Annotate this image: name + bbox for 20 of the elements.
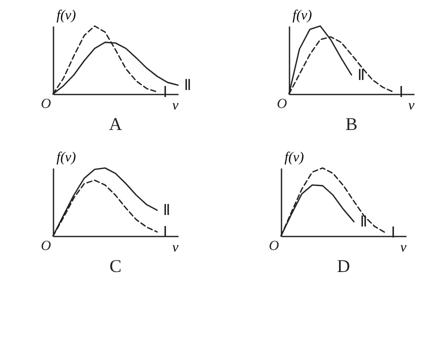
y-axis-title: f(v) xyxy=(56,150,76,166)
series-label: Ⅱ xyxy=(360,214,367,231)
text: O xyxy=(276,97,287,112)
y-axis-title: f(v) xyxy=(284,150,304,166)
y-axis-title: f(v) xyxy=(56,8,76,24)
text: D xyxy=(337,256,350,276)
text: A xyxy=(109,114,122,134)
text: B xyxy=(345,114,358,134)
y-axis-title: f(v) xyxy=(292,8,312,24)
x-axis-title: v xyxy=(408,98,416,114)
text: C xyxy=(109,256,122,276)
text: O xyxy=(40,97,51,112)
x-axis-title: v xyxy=(172,240,180,256)
x-axis-title: v xyxy=(172,98,180,114)
text: O xyxy=(268,239,279,254)
x-axis-title: v xyxy=(400,240,408,256)
series-label: Ⅱ xyxy=(184,78,191,94)
series-label: Ⅱ xyxy=(358,68,364,84)
text: O xyxy=(40,239,51,254)
series-label: Ⅱ xyxy=(163,203,170,220)
